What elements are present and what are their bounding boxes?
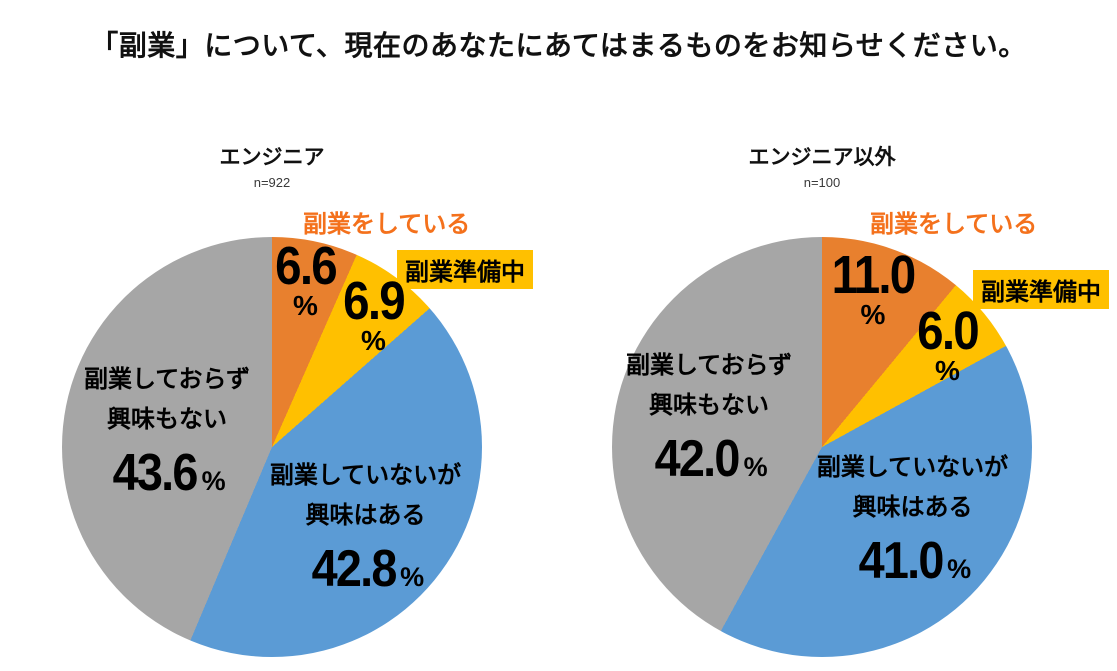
- value-not-interested-number: 42.0: [655, 430, 741, 488]
- interested-line2: 興味はある: [305, 502, 426, 529]
- value-interested-percent-sign: %: [400, 562, 425, 592]
- value-interested-number: 41.0: [858, 532, 945, 590]
- slice-label-doing: 副業をしている: [870, 211, 1038, 238]
- not-interested-line1: 副業しておらず: [625, 352, 793, 379]
- value-doing-number: 6.6: [275, 236, 338, 296]
- value-interested: 42.8%: [258, 540, 473, 607]
- not-interested-line1: 副業しておらず: [83, 366, 251, 393]
- value-not-interested: 42.0%: [602, 430, 816, 497]
- sample-size-label: n=100: [803, 175, 841, 190]
- sample-size-label: n=922: [253, 175, 291, 190]
- not-interested-line2: 興味もない: [649, 392, 769, 419]
- value-doing-percent-sign: %: [860, 299, 886, 330]
- value-preparing: 6.9 %: [326, 271, 421, 356]
- value-preparing-percent-sign: %: [935, 355, 960, 386]
- value-doing-number: 11.0: [831, 245, 917, 305]
- value-not-interested: 43.6%: [60, 444, 274, 511]
- chart-title: エンジニア: [219, 146, 325, 169]
- value-preparing-percent-sign: %: [361, 325, 386, 356]
- chart-header: エンジニア n=922: [62, 141, 482, 190]
- value-not-interested-percent-sign: %: [743, 452, 768, 482]
- interested-line1: 副業していないが: [269, 462, 462, 489]
- slice-label-preparing: 副業準備中: [397, 250, 533, 289]
- value-doing: 6.6 %: [258, 236, 353, 321]
- slice-label-doing: 副業をしている: [303, 211, 471, 238]
- chart-header: エンジニア以外 n=100: [612, 141, 1032, 190]
- pie-chart-non-engineers: エンジニア以外 n=100 副業をしている 副業準備中 11.0 % 6.0 %…: [550, 0, 1109, 671]
- pie-graphic: [612, 237, 1032, 657]
- value-doing: 11.0 %: [818, 245, 928, 330]
- not-interested-line2: 興味もない: [107, 406, 227, 433]
- chart-title: エンジニア以外: [748, 146, 896, 169]
- pie-graphic: [62, 237, 482, 657]
- value-interested-number: 42.8: [311, 540, 398, 598]
- value-interested: 41.0%: [805, 532, 1020, 599]
- interested-line1: 副業していないが: [816, 454, 1009, 481]
- slice-label-interested: 副業していないが 興味はある 42.8%: [258, 456, 473, 607]
- value-not-interested-percent-sign: %: [201, 466, 226, 496]
- slice-label-not-interested: 副業しておらず 興味もない 42.0%: [602, 346, 816, 497]
- interested-line2: 興味はある: [852, 494, 973, 521]
- value-preparing: 6.0 %: [900, 301, 995, 386]
- value-not-interested-number: 43.6: [113, 444, 199, 502]
- slice-label-not-interested: 副業しておらず 興味もない 43.6%: [60, 360, 274, 511]
- slice-label-interested: 副業していないが 興味はある 41.0%: [805, 448, 1020, 599]
- value-interested-percent-sign: %: [947, 554, 972, 584]
- value-preparing-number: 6.0: [917, 301, 980, 361]
- value-preparing-number: 6.9: [343, 271, 406, 331]
- value-doing-percent-sign: %: [293, 290, 318, 321]
- pie-chart-engineers: エンジニア n=922 副業をしている 副業準備中 6.6 % 6.9 % 副業…: [0, 0, 558, 671]
- slice-label-preparing: 副業準備中: [973, 270, 1109, 309]
- page-title: 「副業」について、現在のあなたにあてはまるものをお知らせください。: [90, 30, 1027, 61]
